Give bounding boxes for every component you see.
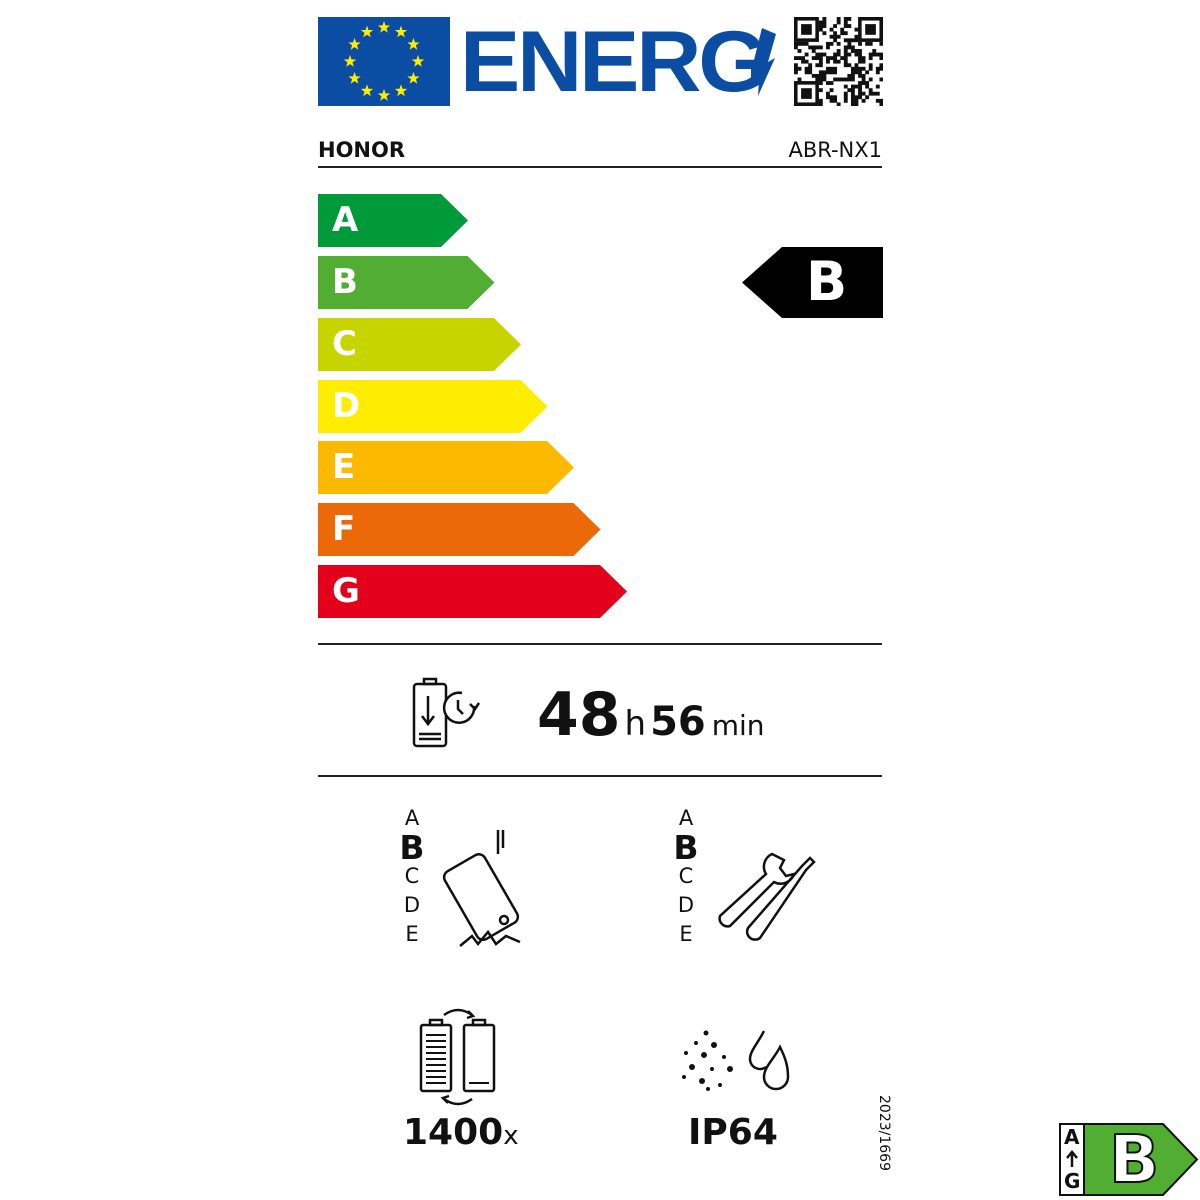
divider	[318, 166, 882, 168]
indicator-arrow-icon	[742, 247, 883, 318]
energy-class-bar-c: C	[318, 318, 521, 371]
star-icon	[343, 55, 357, 67]
badge-top-letter: A	[1064, 1125, 1080, 1149]
badge-arrow-icon	[1059, 1123, 1199, 1196]
battery-endurance-value: 48 h 56 min	[537, 680, 765, 750]
supplier-name: HONOR	[318, 138, 406, 162]
star-icon	[407, 38, 420, 50]
drop-resistance-icon	[442, 830, 521, 947]
badge-class-letter: B	[1108, 1120, 1160, 1199]
star-icon	[394, 84, 408, 97]
energy-logo: ENERG	[460, 14, 769, 110]
lightning-icon	[752, 28, 776, 96]
star-icon	[394, 25, 408, 38]
energy-class-letter: B	[806, 250, 848, 313]
star-icon	[377, 21, 391, 33]
eu-flag	[318, 17, 450, 106]
star-icon	[360, 25, 374, 38]
energy-class-bar-b: B	[318, 256, 495, 309]
model-identifier: ABR-NX1	[788, 138, 882, 162]
battery-cycles-value: 1400x	[403, 1112, 519, 1153]
energy-class-bar-g: G	[318, 565, 627, 618]
divider	[318, 643, 882, 645]
star-icon	[377, 89, 391, 101]
energy-class-badge: A G B	[1059, 1120, 1199, 1199]
dust-water-icon	[682, 1030, 790, 1091]
ip-rating: IP64	[688, 1112, 778, 1153]
star-icon	[360, 84, 374, 97]
eu-stars-icon	[343, 21, 425, 101]
energy-class-bar-a: A	[318, 194, 468, 247]
energy-class-bar-f: F	[318, 503, 601, 556]
energy-class-bar-e: E	[318, 441, 574, 494]
qr-code[interactable]	[794, 17, 883, 106]
regulation-number: 2023/1669	[876, 1095, 892, 1171]
energy-class-bar-d: D	[318, 380, 548, 433]
battery-endurance-icon	[412, 677, 481, 748]
divider	[318, 775, 882, 777]
energy-class-indicator: B	[742, 247, 883, 318]
star-icon	[411, 55, 425, 67]
battery-cycles-icon	[419, 1008, 496, 1106]
badge-bottom-letter: G	[1064, 1169, 1081, 1193]
star-icon	[348, 38, 361, 50]
star-icon	[407, 72, 420, 84]
star-icon	[348, 72, 361, 84]
repair-tools-icon	[718, 852, 816, 941]
